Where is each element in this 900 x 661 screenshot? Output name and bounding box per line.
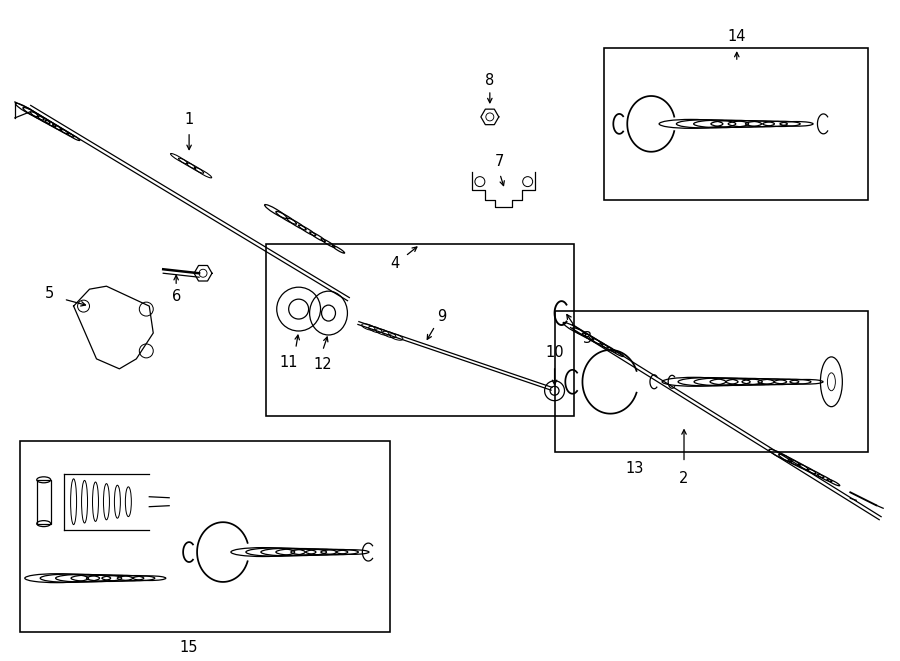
Text: 8: 8 xyxy=(485,73,494,87)
Text: 6: 6 xyxy=(172,289,181,303)
Text: 3: 3 xyxy=(583,331,592,346)
Text: 2: 2 xyxy=(680,471,688,486)
Text: 13: 13 xyxy=(625,461,643,476)
Bar xyxy=(604,48,868,200)
Text: 14: 14 xyxy=(727,28,746,44)
Text: 4: 4 xyxy=(391,256,400,271)
Bar xyxy=(37,480,50,524)
Text: 7: 7 xyxy=(495,154,505,169)
Text: 11: 11 xyxy=(279,356,298,370)
Text: 12: 12 xyxy=(313,358,332,372)
Text: 5: 5 xyxy=(45,286,54,301)
Bar xyxy=(20,440,391,632)
Text: 10: 10 xyxy=(545,346,564,360)
Bar xyxy=(554,311,868,453)
Text: 15: 15 xyxy=(180,640,198,655)
Text: 9: 9 xyxy=(437,309,446,324)
Bar xyxy=(266,245,574,416)
Text: 1: 1 xyxy=(184,112,194,128)
